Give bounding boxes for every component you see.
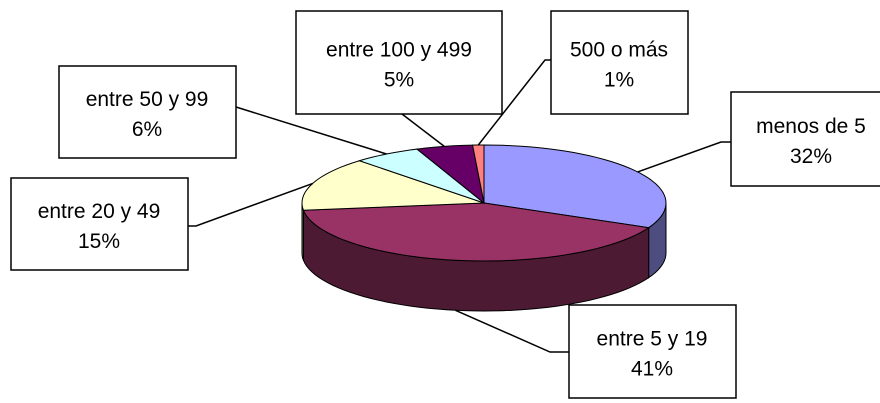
slice-label-entre-20-y-49: entre 20 y 49 15% xyxy=(10,177,189,271)
slice-category-label: entre 5 y 19 xyxy=(597,328,708,351)
slice-label-box xyxy=(730,91,880,187)
slice-label-box xyxy=(10,177,189,271)
slice-category-label: menos de 5 xyxy=(756,115,866,138)
slice-label-box xyxy=(568,304,737,399)
leader-line-entre-20-y-49 xyxy=(188,182,314,227)
slice-percent-label: 41% xyxy=(631,358,673,381)
slice-category-label: entre 100 y 499 xyxy=(326,39,472,62)
slice-label-box xyxy=(58,65,237,159)
slice-category-label: entre 20 y 49 xyxy=(38,200,161,223)
slice-category-label: entre 50 y 99 xyxy=(86,88,209,111)
slice-label-entre-50-y-99: entre 50 y 99 6% xyxy=(58,65,237,159)
slice-percent-label: 15% xyxy=(78,230,120,253)
leader-line-entre-100-y-499 xyxy=(401,113,445,147)
slice-label-box xyxy=(295,10,503,115)
pie-top-faces xyxy=(301,144,667,262)
slice-label-menos-de-5: menos de 5 32% xyxy=(730,91,880,187)
slice-percent-label: 32% xyxy=(790,145,832,168)
slice-label-entre-100-y-499: entre 100 y 499 5% xyxy=(295,10,503,115)
pie-slice-500-o-mas xyxy=(471,144,485,204)
slice-percent-label: 5% xyxy=(384,69,414,92)
slice-category-label: 500 o más xyxy=(570,39,668,62)
pie-side-entre-20-y-49 xyxy=(301,202,304,261)
slice-labels: menos de 5 32% entre 5 y 19 41% entre 20 y 4… xyxy=(10,10,880,399)
leader-line-entre-50-y-99 xyxy=(235,106,387,155)
slice-percent-label: 1% xyxy=(604,69,634,92)
slice-label-entre-5-y-19: entre 5 y 19 41% xyxy=(568,304,737,399)
leader-line-menos-de-5 xyxy=(637,141,731,173)
pie-slice-menos-de-5 xyxy=(483,144,667,229)
leader-line-500-o-mas xyxy=(477,59,551,146)
slice-label-500-o-mas: 500 o más 1% xyxy=(550,10,689,115)
slice-label-box xyxy=(550,10,689,115)
pie-slice-entre-5-y-19 xyxy=(302,202,651,262)
leader-line-entre-5-y-19 xyxy=(455,309,569,353)
slice-percent-label: 6% xyxy=(132,118,162,141)
leader-lines xyxy=(188,59,731,353)
